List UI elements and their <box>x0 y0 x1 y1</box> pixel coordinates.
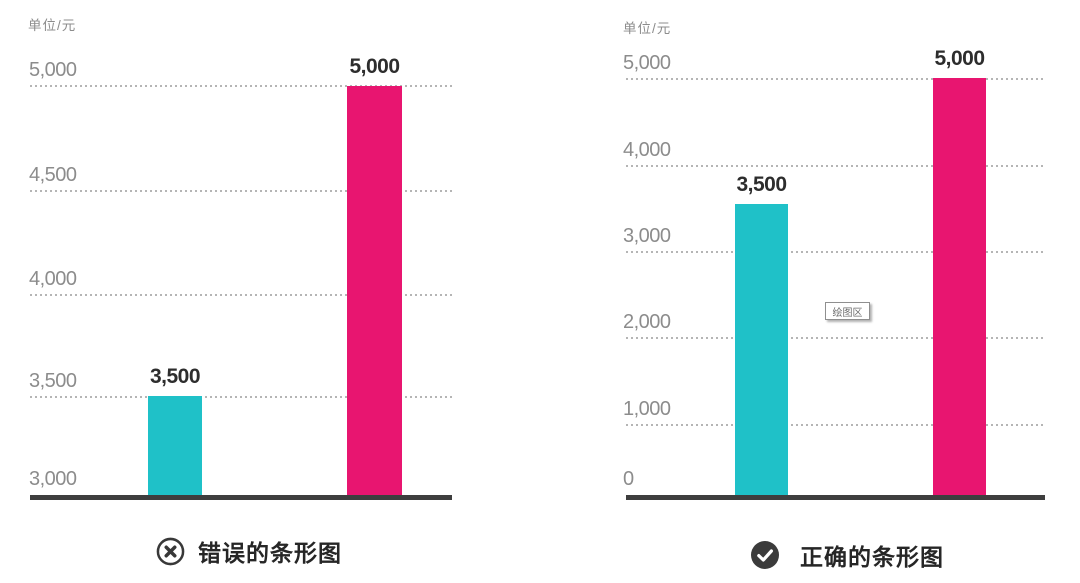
y-tick-label: 2,000 <box>623 311 671 333</box>
bar-value-label: 5,000 <box>934 47 985 70</box>
y-tick-label: 4,000 <box>29 268 77 290</box>
y-tick-label: 4,000 <box>623 139 671 161</box>
bar[interactable] <box>148 396 202 495</box>
caption-text: 错误的条形图 <box>198 540 342 566</box>
y-tick-label: 1,000 <box>623 398 671 420</box>
y-tick-label: 3,000 <box>623 225 671 247</box>
caption-text: 正确的条形图 <box>800 544 944 570</box>
plot-area-tooltip: 绘图区 <box>825 302 870 320</box>
y-tick-label: 0 <box>623 468 634 490</box>
bar-value-label: 5,000 <box>349 55 400 78</box>
x-circle-icon <box>156 537 185 566</box>
y-tick-label: 4,500 <box>29 164 77 186</box>
bar[interactable] <box>735 204 788 495</box>
y-tick-label: 3,000 <box>29 468 77 490</box>
y-tick-label: 3,500 <box>29 370 77 392</box>
bar[interactable] <box>933 78 986 495</box>
wrong-chart-caption: 错误的条形图 <box>156 534 342 568</box>
y-axis-unit-label: 单位/元 <box>623 21 672 36</box>
x-axis-line <box>30 495 452 500</box>
check-circle-icon <box>750 540 780 570</box>
bar[interactable] <box>347 86 402 495</box>
y-tick-label: 5,000 <box>29 59 77 81</box>
bar-value-label: 3,500 <box>736 173 787 196</box>
correct-chart-caption: 正确的条形图 <box>750 538 944 572</box>
x-axis-line <box>626 495 1045 500</box>
bar-value-label: 3,500 <box>149 365 201 388</box>
y-tick-label: 5,000 <box>623 52 671 74</box>
y-axis-unit-label: 单位/元 <box>28 18 77 33</box>
